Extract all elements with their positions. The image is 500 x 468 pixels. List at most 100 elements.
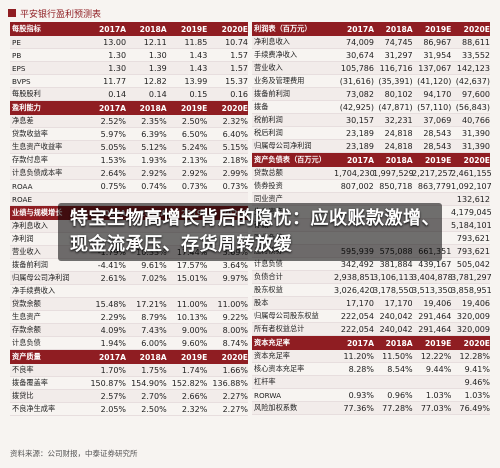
table-cell: 1.43 — [189, 50, 208, 60]
table-cell: 1.94% — [100, 338, 127, 348]
year-header: 2018A — [139, 24, 167, 34]
row-label: 净利息收入 — [254, 37, 290, 46]
table-cell: 1.57 — [230, 63, 248, 73]
table-cell: (31,616) — [339, 76, 374, 86]
table-row: 净利息收入 74,009 74,745 86,967 88,611 — [252, 36, 490, 49]
year-header: 2018A — [139, 352, 167, 362]
table-row: 存款余额 4.09% 7.43% 9.00% 8.00% — [10, 324, 248, 337]
row-label: 存款付息率 — [12, 155, 48, 164]
section-header: 利润表（百万元） 2017A 2018A 2019E 2020E — [252, 22, 490, 36]
table-cell: 381,884 — [379, 259, 413, 269]
table-cell: 15.01% — [176, 273, 208, 283]
table-cell: 17,170 — [384, 298, 413, 308]
headline-text: 特宝生物高增长背后的隐忧：应收账款激增、现金流承压、存货周转放缓 — [70, 208, 440, 255]
table-cell: 37,069 — [423, 115, 452, 125]
table-cell: 0.73% — [181, 181, 208, 191]
row-label: 拨备 — [254, 102, 269, 111]
table-cell: 105,786 — [340, 63, 374, 73]
year-header: 2020E — [463, 338, 490, 348]
table-cell: 11.85 — [184, 37, 208, 47]
table-cell: 793,621 — [456, 233, 490, 243]
table-cell: 0.73% — [222, 181, 248, 191]
table-cell: 2.32% — [222, 116, 248, 126]
table-row: PE 13.00 12.11 11.85 10.74 — [10, 36, 248, 49]
table-cell: 0.14 — [148, 89, 167, 99]
row-label: 归属母公司净利润 — [254, 141, 312, 150]
table-cell: 3,513,350 — [412, 285, 453, 295]
row-label: 营业收入 — [254, 63, 283, 72]
table-row: 贷款余额 15.48% 17.21% 11.00% 11.00% — [10, 298, 248, 311]
table-row: 贷款收益率 5.97% 6.39% 6.50% 6.40% — [10, 128, 248, 141]
table-cell: 31,390 — [462, 141, 490, 151]
table-cell: 807,002 — [340, 181, 374, 191]
row-label: 手续费净收入 — [254, 50, 298, 59]
table-row: 计息负债 1.94% 6.00% 9.60% 8.74% — [10, 337, 248, 350]
year-header: 2017A — [99, 352, 127, 362]
table-cell: 31,390 — [462, 128, 490, 138]
table-cell: 2.57% — [100, 391, 127, 401]
table-cell: 2.92% — [181, 168, 208, 178]
row-label: 税后利润 — [254, 128, 283, 137]
table-cell: 342,492 — [340, 259, 374, 269]
row-label: 计息负债成本率 — [12, 168, 63, 177]
table-cell: 30,157 — [345, 115, 374, 125]
table-row: 负债合计 2,938,851 3,106,113 3,404,878 3,781,297 — [252, 271, 492, 284]
table-row: 存款付息率 1.53% 1.93% 2.13% 2.18% — [10, 154, 248, 167]
table-section: 资本充足率 2017A 2018A 2019E 2020E 资本充足率 11.20% 11.5… — [252, 336, 490, 415]
table-row: 股本 17,170 17,170 19,406 19,406 — [252, 297, 490, 310]
table-row: 归属母公司净利润 23,189 24,818 28,543 31,390 — [252, 140, 490, 153]
table-row: 生息资产 2.29% 8.79% 10.13% 9.22% — [10, 311, 248, 324]
table-cell: 2.50% — [181, 116, 208, 126]
table-cell: 7.43% — [141, 325, 167, 335]
table-cell: 19,406 — [423, 298, 452, 308]
table-cell: 2.92% — [141, 168, 167, 178]
table-cell: 1.30 — [108, 63, 127, 73]
table-row: 计息负债 342,492 381,884 439,167 505,042 — [252, 258, 490, 271]
table-cell: 1.43 — [189, 63, 208, 73]
row-label: 股东权益 — [254, 285, 283, 294]
table-cell: 40,766 — [462, 115, 490, 125]
table-cell: 9.46% — [464, 377, 490, 387]
table-cell: 10.13% — [176, 312, 208, 322]
table-cell: 8.54% — [387, 364, 413, 374]
table-cell: 24,818 — [384, 128, 413, 138]
row-label: 净手续费收入 — [12, 286, 56, 295]
table-cell: 11.00% — [176, 299, 208, 309]
table-cell: 154.90% — [131, 378, 167, 388]
table-cell: 9.22% — [222, 312, 248, 322]
table-cell: 3,106,113 — [373, 272, 414, 282]
table-cell: 2.32% — [181, 404, 208, 414]
table-cell: 2.52% — [100, 116, 127, 126]
table-cell: (42,637) — [455, 76, 490, 86]
table-cell: 0.14 — [108, 89, 127, 99]
table-cell: 3,178,550 — [373, 285, 414, 295]
row-label: 债券投资 — [254, 181, 283, 190]
row-label: 不良净生成率 — [12, 404, 56, 413]
row-label: 归属母公司股东权益 — [254, 311, 319, 320]
table-cell: 74,009 — [345, 37, 374, 47]
table-row: 不良净生成率 2.05% 2.50% 2.32% 2.27% — [10, 403, 248, 416]
title-marker-icon — [8, 9, 16, 17]
row-label: 不良率 — [12, 365, 34, 374]
table-row: 营业收入 105,786 116,716 137,067 142,123 — [252, 62, 490, 75]
row-label: 核心资本充足率 — [254, 364, 305, 373]
table-cell: 1.74% — [181, 365, 208, 375]
row-label: 拨备前利润 — [254, 89, 290, 98]
table-cell: 0.93% — [348, 390, 374, 400]
section-header: 资本充足率 2017A 2018A 2019E 2020E — [252, 336, 490, 350]
table-cell: (56,843) — [455, 102, 490, 112]
table-cell: 28,543 — [423, 141, 452, 151]
table-cell: 2.61% — [100, 273, 127, 283]
table-cell: 1.30 — [148, 50, 167, 60]
table-cell: 320,009 — [456, 324, 490, 334]
table-row: RORWA 0.93% 0.96% 1.03% 1.03% — [252, 389, 490, 402]
table-cell: 10.74 — [225, 37, 248, 47]
table-cell: 1.75% — [141, 365, 167, 375]
table-cell: 31,954 — [423, 50, 452, 60]
year-header: 2017A — [346, 155, 374, 165]
table-cell: 2.35% — [141, 116, 167, 126]
section-title: 资产质量 — [12, 352, 41, 361]
table-cell: 1,704,230 — [334, 168, 375, 178]
table-cell: 12.22% — [420, 351, 452, 361]
table-row: PB 1.30 1.30 1.43 1.57 — [10, 49, 248, 62]
